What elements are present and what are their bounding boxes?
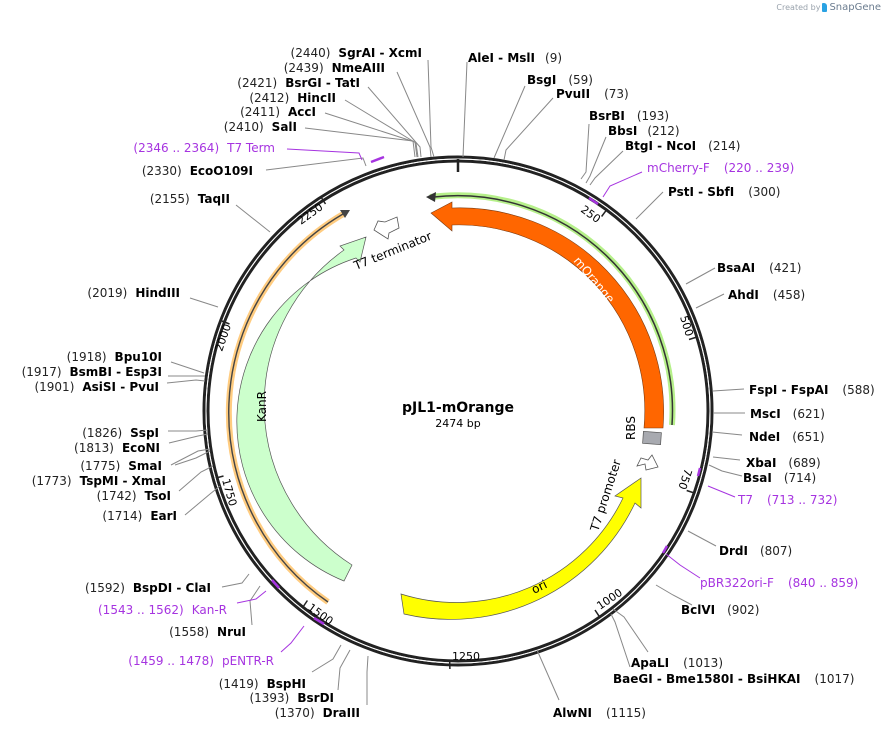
feature-ori[interactable]: ori <box>400 477 642 620</box>
snapgene-logo-icon <box>822 3 828 12</box>
enzyme-label[interactable]: BsaI (714) <box>743 471 816 485</box>
enzyme-label[interactable]: (2410) SalI <box>224 120 297 134</box>
enzyme-label[interactable]: XbaI (689) <box>746 456 821 470</box>
tick-1500 <box>302 600 309 608</box>
enzyme-label[interactable]: DrdI (807) <box>719 544 792 558</box>
enzyme-label[interactable]: (1419) BspHI <box>219 677 306 691</box>
enzyme-label[interactable]: (1775) SmaI <box>80 459 162 473</box>
enzyme-label[interactable]: BsaAI (421) <box>717 261 801 275</box>
tick-2000 <box>221 320 230 325</box>
tick-500 <box>688 336 698 341</box>
enzyme-label[interactable]: (1901) AsiSI - PvuI <box>34 380 159 394</box>
enzyme-label[interactable]: ApaLI (1013) <box>631 656 723 670</box>
plasmid-name: pJL1-mOrange <box>402 400 514 416</box>
primer-label-pbr322ori-f[interactable]: pBR322ori-F (840 .. 859) <box>700 576 858 590</box>
enzyme-label[interactable]: AhdI (458) <box>728 288 805 302</box>
enzyme-label[interactable]: PvuII (73) <box>556 87 629 101</box>
credit-prefix: Created by <box>776 3 821 12</box>
primer-leaders <box>236 148 736 653</box>
tick-label-2000: 2000 <box>213 322 234 353</box>
orf-morange[interactable] <box>426 192 676 426</box>
enzyme-label[interactable]: AlwNI (1115) <box>553 706 646 720</box>
snapgene-credit: Created by SnapGene <box>776 2 881 13</box>
enzyme-label[interactable]: (1918) Bpu10I <box>67 350 162 364</box>
feature-rbs[interactable]: RBS <box>624 416 662 445</box>
feature-kanr[interactable]: KanR <box>236 236 367 582</box>
feature-label-ori: ori <box>529 577 549 596</box>
enzyme-label[interactable]: (2155) TaqII <box>150 192 230 206</box>
enzyme-label[interactable]: (1742) TsoI <box>97 489 171 503</box>
enzyme-label[interactable]: BtgI - NcoI (214) <box>625 139 740 153</box>
enzyme-label[interactable]: (2411) AccI <box>240 105 316 119</box>
enzyme-label[interactable]: PstI - SbfI (300) <box>668 185 780 199</box>
enzyme-label[interactable]: (2421) BsrGI - TatI <box>237 76 360 90</box>
tick-label-1250: 1250 <box>452 650 480 663</box>
plasmid-length: 2474 bp <box>435 417 480 430</box>
credit-brand: SnapGene <box>829 2 881 13</box>
primer-label-pentr-r[interactable]: (1459 .. 1478) pENTR-R <box>128 654 274 668</box>
enzyme-label[interactable]: (2440) SgrAI - XcmI <box>291 46 422 60</box>
tick-label-750: 750 <box>675 467 694 491</box>
enzyme-labels-right: AleI - MslI (9) BsgI (59) PvuII (73) BsrBI(… <box>468 51 875 720</box>
enzyme-label[interactable]: (1773) TspMI - XmaI <box>32 474 166 488</box>
primer-label-t7[interactable]: T7 (713 .. 732) <box>737 493 837 507</box>
enzyme-label[interactable]: MscI (621) <box>750 407 825 421</box>
enzyme-label[interactable]: (1826) SspI <box>82 426 159 440</box>
feature-label-kanr: KanR <box>255 391 269 422</box>
enzyme-label[interactable]: FspI - FspAI (588) <box>749 383 875 397</box>
enzyme-label[interactable]: BsrBI (193) <box>589 109 669 123</box>
enzyme-label[interactable]: (1714) EarI <box>102 509 177 523</box>
primer-label-mcherry-f[interactable]: mCherry-F (220 .. 239) <box>647 161 794 175</box>
enzyme-label[interactable]: (2439) NmeAIII <box>284 61 385 75</box>
enzyme-label[interactable]: (2330) EcoO109I <box>142 164 253 178</box>
enzyme-label[interactable]: BbsI (212) <box>608 124 680 138</box>
tick-250 <box>600 209 608 217</box>
enzyme-label[interactable]: BsgI (59) <box>527 73 593 87</box>
tick-1750 <box>215 475 224 479</box>
enzyme-label[interactable]: (1813) EcoNI <box>74 441 160 455</box>
enzyme-label[interactable]: (1917) BsmBI - Esp3I <box>22 365 162 379</box>
enzyme-label[interactable]: NdeI (651) <box>749 430 825 444</box>
enzyme-label[interactable]: BaeGI - Bme1580I - BsiHKAI (1017) <box>613 672 854 686</box>
tick-1000 <box>594 609 601 618</box>
feature-label-t7-terminator: T7 terminator <box>351 229 434 273</box>
enzyme-label[interactable]: (1558) NruI <box>169 625 246 639</box>
enzyme-label[interactable]: (1393) BsrDI <box>249 691 334 705</box>
enzyme-label[interactable]: (2412) HincII <box>249 91 336 105</box>
tick-label-500: 500 <box>677 314 696 338</box>
feature-morange[interactable]: mOrange <box>430 196 664 429</box>
primer-label-t7-term[interactable]: (2346 .. 2364) T7 Term <box>133 141 275 155</box>
enzyme-label[interactable]: BclVI (902) <box>681 603 759 617</box>
primer-label-kan-r[interactable]: (1543 .. 1562) Kan-R <box>98 603 227 617</box>
morange-arrow[interactable] <box>430 201 664 429</box>
enzyme-label[interactable]: (1592) BspDI - ClaI <box>85 581 211 595</box>
enzyme-label[interactable]: (1370) DraIII <box>275 706 360 720</box>
enzyme-label[interactable]: AleI - MslI (9) <box>468 51 562 65</box>
feature-label-rbs: RBS <box>624 416 638 440</box>
leaders-right <box>462 61 745 701</box>
leaders-left <box>166 59 435 705</box>
orf-kanr[interactable] <box>225 210 350 605</box>
tick-750 <box>686 489 695 494</box>
tick-2250 <box>320 196 327 205</box>
enzyme-label[interactable]: (2019) HindIII <box>87 286 180 300</box>
primer-labels: (2346 .. 2364) T7 Term mCherry-F (220 .. 2… <box>98 141 858 668</box>
enzyme-labels-left: (2440) SgrAI - XcmI (2439) NmeAIII (2421) B… <box>22 46 422 720</box>
primer-marks <box>271 155 702 626</box>
